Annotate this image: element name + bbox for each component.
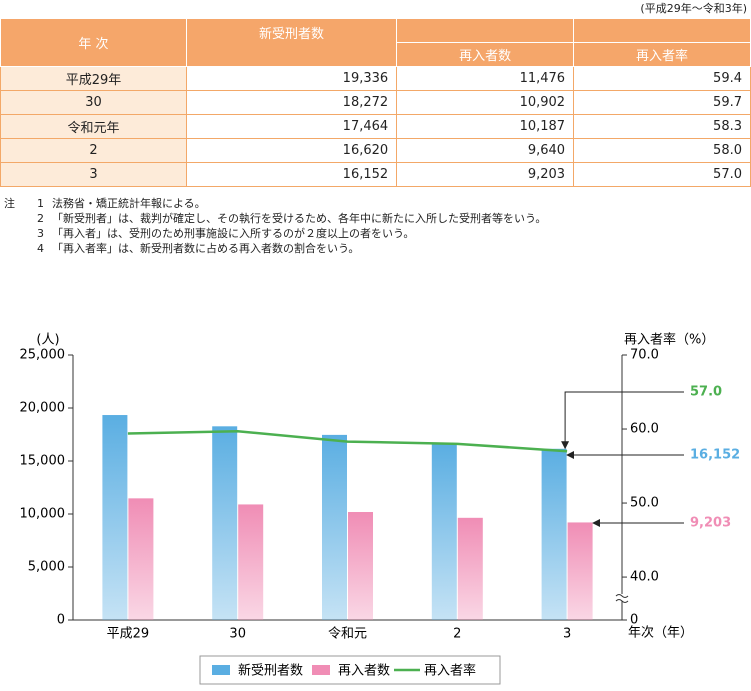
y-axis-label: (人) — [36, 333, 59, 348]
x-tick-label: 令和元 — [328, 627, 367, 642]
note-label — [4, 226, 30, 241]
note-label — [4, 211, 30, 226]
y-tick-label: 25,000 — [20, 348, 66, 363]
note-text: 「再入者率」は、新受刑者数に占める再入者数の割合をいう。 — [52, 242, 360, 255]
legend-box — [199, 655, 501, 685]
y2-tick-label: 0 — [630, 613, 638, 628]
x-axis-label: 年次（年） — [628, 625, 693, 641]
line — [127, 429, 568, 453]
table-cell: 19,336 — [185, 66, 398, 91]
note-number: 3 — [37, 227, 44, 240]
table-cell: 58.0 — [573, 138, 751, 163]
y2-tick-label: 60.0 — [630, 422, 659, 437]
axis-break — [615, 594, 629, 603]
table-cell: 59.7 — [573, 90, 751, 115]
table-cell: 10,187 — [396, 114, 575, 139]
x-tick-label: 3 — [563, 627, 571, 642]
table-cell: 57.0 — [573, 162, 751, 187]
chart: 0 5,000 10,000 15,000 20,000 25,000 0 40.0 50.0 6… — [20, 332, 740, 685]
note: 4 「再入者率」は、新受刑者数に占める再入者数の割合をいう。 — [4, 241, 546, 256]
bar — [238, 504, 264, 620]
table-cell: 令和元年 — [0, 114, 187, 139]
value-label: 9,203 — [690, 516, 731, 531]
y2-tick-label: 50.0 — [630, 496, 659, 511]
note-number: 2 — [37, 212, 44, 225]
table-cell: 16,152 — [185, 162, 398, 187]
bar — [541, 448, 567, 620]
note-label: 注 — [4, 197, 15, 210]
header-cell: 再入者数 — [396, 42, 575, 67]
note-text: 法務省・矯正統計年報による。 — [52, 197, 206, 210]
legend-swatch — [312, 665, 330, 675]
y2-axis-label: 再入者率（%） — [624, 332, 714, 348]
note-label — [4, 241, 30, 256]
note-number: 4 — [37, 242, 44, 255]
table-row: 令和元年 17,464 10,187 58.3 — [0, 114, 751, 139]
table-cell: 平成29年 — [0, 66, 187, 91]
legend-label: 再入者率 — [424, 663, 476, 679]
table-row: 2 16,620 9,640 58.0 — [0, 138, 751, 163]
bar — [431, 443, 457, 620]
x-tick-label: 30 — [229, 627, 246, 642]
note: 注 1 法務省・矯正統計年報による。 — [4, 196, 546, 211]
note-text: 「再入者」は、受刑のため刑事施設に入所するのが２度以上の者をいう。 — [52, 227, 415, 240]
notes: 注 1 法務省・矯正統計年報による。 2 「新受刑者」は、裁判が確定し、その執行を受ける… — [4, 196, 546, 256]
table-cell: 30 — [0, 90, 187, 115]
y-tick-label: 15,000 — [20, 454, 66, 469]
x-tick-label: 2 — [453, 627, 461, 642]
bar — [457, 517, 483, 620]
x-tick-label: 平成29 — [107, 627, 150, 642]
table-cell: 16,620 — [185, 138, 398, 163]
value-label: 57.0 — [690, 385, 722, 400]
header-cell: 年 次 — [0, 18, 187, 67]
table-row: 3 16,152 9,203 57.0 — [0, 162, 751, 187]
header-cell: 再入者率 — [573, 42, 751, 67]
bar — [128, 498, 154, 620]
y-tick-label: 20,000 — [20, 401, 66, 416]
table-row: 平成29年 19,336 11,476 59.4 — [0, 66, 751, 91]
table-cell: 9,640 — [396, 138, 575, 163]
y2-tick-label: 70.0 — [630, 348, 659, 363]
bar — [102, 415, 128, 620]
y-tick-label: 0 — [57, 613, 65, 628]
table-cell: 59.4 — [573, 66, 751, 91]
table-cell: 9,203 — [396, 162, 575, 187]
legend-label: 新受刑者数 — [238, 663, 303, 679]
bar — [212, 426, 238, 620]
bar — [567, 522, 593, 620]
table-cell: 18,272 — [185, 90, 398, 115]
bar — [322, 434, 347, 620]
note: 2 「新受刑者」は、裁判が確定し、その執行を受けるため、各年中に新たに入所した受刑… — [4, 211, 546, 226]
y-tick-label: 5,000 — [28, 560, 65, 575]
table: 年 次新受刑者数 再入者数 再入者率 平成29年 19,336 11,476 59.4 3… — [0, 18, 751, 187]
note: 3 「再入者」は、受刑のため刑事施設に入所するのが２度以上の者をいう。 — [4, 226, 546, 241]
table-cell: 11,476 — [396, 66, 575, 91]
table-row: 30 18,272 10,902 59.7 — [0, 90, 751, 115]
period-note: (平成29年〜令和3年) — [640, 2, 747, 15]
annotation-arrow — [561, 391, 684, 450]
legend-swatch — [212, 665, 230, 675]
legend-label: 再入者数 — [338, 664, 390, 679]
note-text: 「新受刑者」は、裁判が確定し、その執行を受けるため、各年中に新たに入所した受刑者… — [52, 212, 547, 225]
table-cell: 58.3 — [573, 114, 751, 139]
axis-break — [616, 594, 628, 601]
value-label: 16,152 — [690, 448, 740, 463]
table-cell: 10,902 — [396, 90, 575, 115]
y-tick-label: 10,000 — [20, 507, 66, 522]
table-cell: 2 — [0, 138, 187, 163]
table-cell: 17,464 — [185, 114, 398, 139]
header-cell: 新受刑者数 — [185, 18, 398, 67]
y2-tick-label: 40.0 — [630, 570, 659, 585]
bar — [348, 512, 373, 620]
table-cell: 3 — [0, 162, 187, 187]
note-number: 1 — [37, 197, 44, 210]
